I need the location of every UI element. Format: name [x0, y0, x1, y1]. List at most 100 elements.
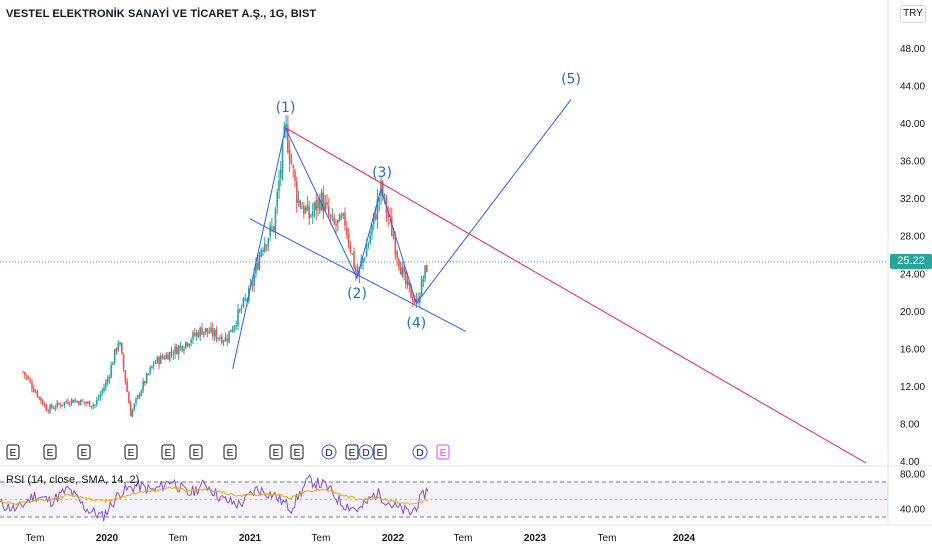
rsi-tick-label: 40.00 [900, 504, 925, 515]
rsi-tick-label: 80.00 [900, 469, 925, 480]
candle-body [224, 337, 227, 342]
earnings-marker[interactable]: E [290, 444, 304, 460]
candle-body [342, 213, 344, 216]
time-tick-label: 2021 [239, 533, 262, 544]
earnings-marker[interactable]: E [189, 444, 203, 460]
dividend-marker[interactable]: D [321, 444, 337, 460]
price-tick-label: 20.00 [900, 307, 925, 318]
candle-body [210, 327, 212, 333]
rsi-indicator-label[interactable]: RSI (14, close, SMA, 14, 2) [6, 474, 140, 486]
candle-body [87, 401, 89, 404]
rsi-axis: 80.00 40.00 [900, 469, 925, 515]
candle-body [420, 278, 423, 297]
candle-body [405, 271, 407, 285]
trend-line[interactable] [285, 127, 867, 464]
candle-body [415, 298, 418, 302]
elliott-wave-line[interactable] [232, 99, 572, 370]
candle-body [373, 213, 375, 225]
candle-body [177, 346, 180, 355]
svg-text:E: E [227, 448, 234, 459]
candle-body [256, 261, 259, 270]
candle-body [105, 382, 107, 388]
candle-body [113, 348, 116, 364]
candle-body [310, 215, 312, 217]
candle-body [233, 325, 236, 330]
candle-body [374, 214, 377, 220]
candle-body [94, 404, 96, 406]
price-tick-label: 12.00 [900, 382, 925, 393]
time-tick-label: Tem [312, 533, 331, 544]
candle-body [272, 226, 275, 232]
earnings-marker[interactable]: E [345, 444, 359, 460]
candle-body [145, 373, 148, 383]
candle-body [242, 298, 245, 308]
earnings-marker[interactable]: E [161, 444, 175, 460]
candle-body [208, 331, 210, 334]
symbol-title[interactable]: VESTEL ELEKTRONİK SANAYİ VE TİCARET A.Ş.… [6, 8, 317, 20]
earnings-marker[interactable]: E [223, 444, 237, 460]
earnings-marker[interactable]: E [43, 444, 57, 460]
candle-body [269, 225, 271, 236]
candle-body [27, 377, 30, 379]
candle-body [228, 331, 230, 343]
candle-body [190, 340, 192, 343]
candle-body [156, 356, 159, 363]
candle-body [337, 219, 339, 224]
candle-body [43, 404, 46, 406]
candle-body [322, 192, 325, 212]
candle-body [231, 329, 234, 332]
candle-body [151, 366, 153, 368]
candle-body [63, 401, 66, 405]
candle-body [422, 279, 425, 281]
earnings-marker[interactable]: E [6, 444, 20, 460]
candle-body [294, 170, 296, 181]
candle-body [262, 249, 264, 252]
time-tick-label: 2023 [524, 533, 547, 544]
drawings-layer[interactable] [232, 99, 867, 464]
candle-body [356, 270, 359, 277]
earnings-marker[interactable]: E [77, 444, 91, 460]
candle-body [399, 267, 402, 275]
candle-body [281, 140, 284, 173]
candle-body [347, 234, 350, 244]
price-axis: 48.00 44.00 40.00 36.00 32.00 28.00 24.00 20.00… [900, 44, 925, 468]
candle-body [31, 382, 33, 389]
candle-body [406, 280, 409, 285]
earnings-marker[interactable]: E [269, 444, 283, 460]
channel-lower-line[interactable] [249, 218, 467, 332]
earnings-marker[interactable]: E [373, 444, 387, 460]
candle-body [331, 216, 334, 218]
candle-body [54, 407, 57, 409]
time-tick-label: Tem [454, 533, 473, 544]
candle-body [99, 394, 102, 398]
candle-body [45, 405, 48, 411]
candle-body [115, 348, 118, 351]
candle-body [382, 181, 384, 197]
candle-body [149, 367, 151, 374]
candle-body [70, 398, 73, 404]
candle-body [239, 309, 241, 312]
currency-button[interactable]: TRY [900, 5, 926, 23]
dividend-marker[interactable]: D [412, 444, 428, 460]
price-tick-label: 28.00 [900, 232, 925, 243]
earnings-marker[interactable]: E [124, 444, 138, 460]
candle-body [74, 400, 76, 403]
time-tick-label: 2020 [96, 533, 119, 544]
candle-body [97, 397, 100, 400]
candle-body [329, 214, 332, 217]
candle-body [311, 211, 314, 217]
price-tick-label: 24.00 [900, 269, 925, 280]
candle-body [106, 379, 109, 383]
candle-body [174, 346, 176, 355]
svg-text:E: E [193, 448, 200, 459]
earnings-marker[interactable]: E [436, 444, 450, 460]
candle-body [197, 332, 200, 338]
dividend-marker[interactable]: D [358, 444, 374, 460]
candle-body [167, 354, 169, 360]
candle-body [85, 402, 87, 404]
candle-body [131, 409, 134, 417]
candle-body [160, 355, 162, 364]
candle-body [192, 332, 194, 340]
